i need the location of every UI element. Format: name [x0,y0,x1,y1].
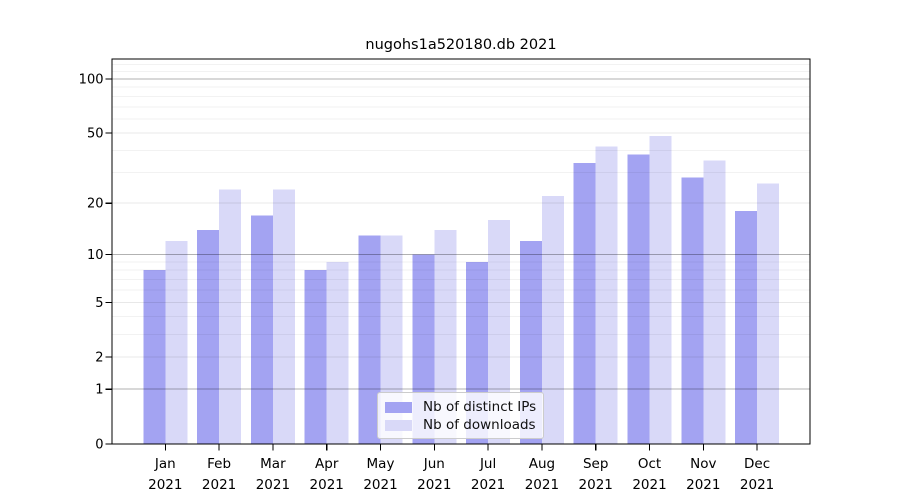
x-tick-label-month-sep: Sep [583,456,608,472]
x-tick-label-month-feb: Feb [207,456,231,472]
x-tick-label-month-jul: Jul [479,456,496,472]
chart-title: nugohs1a520180.db 2021 [365,37,557,53]
y-tick-label-100: 100 [79,73,104,88]
y-tick-label-10: 10 [87,248,104,263]
bar-ips-may [358,235,381,444]
bar-ips-mar [250,215,273,444]
x-tick-label-year-apr: 2021 [310,477,344,493]
y-tick-label-5: 5 [95,296,103,311]
legend: Nb of distinct IPs Nb of downloads [377,392,544,439]
y-tick-label-0: 0 [95,438,103,453]
x-tick-label-month-jun: Jun [423,456,445,472]
bar-downloads-apr [326,261,349,444]
bar-ips-apr [304,270,327,444]
bar-ips-oct [627,154,650,445]
plot-border [111,58,811,445]
x-tick-label-month-oct: Oct [638,456,661,472]
legend-row-downloads: Nb of downloads [385,417,536,433]
bar-ips-sep [573,162,596,445]
x-tick-label-year-dec: 2021 [740,477,774,493]
legend-swatch-downloads [385,419,412,431]
bar-downloads-nov [703,160,726,444]
bar-downloads-aug [541,196,564,444]
x-tick-label-year-feb: 2021 [202,477,236,493]
legend-label-distinct-ips: Nb of distinct IPs [423,399,537,415]
x-tick-label-month-jan: Jan [154,456,176,472]
x-tick-label-year-mar: 2021 [256,477,290,493]
bar-downloads-may [380,235,403,444]
x-tick-label-year-aug: 2021 [525,477,559,493]
x-tick-label-year-oct: 2021 [632,477,666,493]
y-tick-label-50: 50 [87,127,104,142]
y-tick-label-20: 20 [87,197,104,212]
x-tick-label-month-may: May [367,456,395,472]
x-tick-label-month-dec: Dec [744,456,770,472]
x-tick-label-year-jun: 2021 [417,477,451,493]
bar-downloads-mar [272,189,295,444]
y-tick-label-1: 1 [95,383,103,398]
y-tick-label-2: 2 [95,351,103,366]
bar-downloads-jun [434,229,457,444]
x-tick-label-year-nov: 2021 [686,477,720,493]
x-tick-label-year-jan: 2021 [148,477,182,493]
bar-ips-jan [143,270,166,444]
bar-downloads-jan [165,241,188,444]
x-tick-label-year-may: 2021 [363,477,397,493]
x-tick-label-month-mar: Mar [260,456,286,472]
x-tick-label-month-aug: Aug [529,456,555,472]
legend-label-downloads: Nb of downloads [423,417,536,433]
x-tick-label-year-jul: 2021 [471,477,505,493]
legend-swatch-distinct-ips [385,401,412,413]
bar-downloads-sep [595,146,618,444]
bar-ips-nov [681,177,704,444]
bar-downloads-feb [219,189,242,444]
x-tick-label-month-apr: Apr [315,456,339,472]
legend-row-distinct-ips: Nb of distinct IPs [385,399,537,415]
bar-ips-dec [735,211,758,444]
bar-downloads-jul [488,219,511,444]
x-tick-label-year-sep: 2021 [579,477,613,493]
bar-downloads-oct [649,136,672,444]
bar-downloads-dec [757,183,780,445]
bar-ips-feb [197,229,220,444]
x-tick-label-month-nov: Nov [690,456,716,472]
